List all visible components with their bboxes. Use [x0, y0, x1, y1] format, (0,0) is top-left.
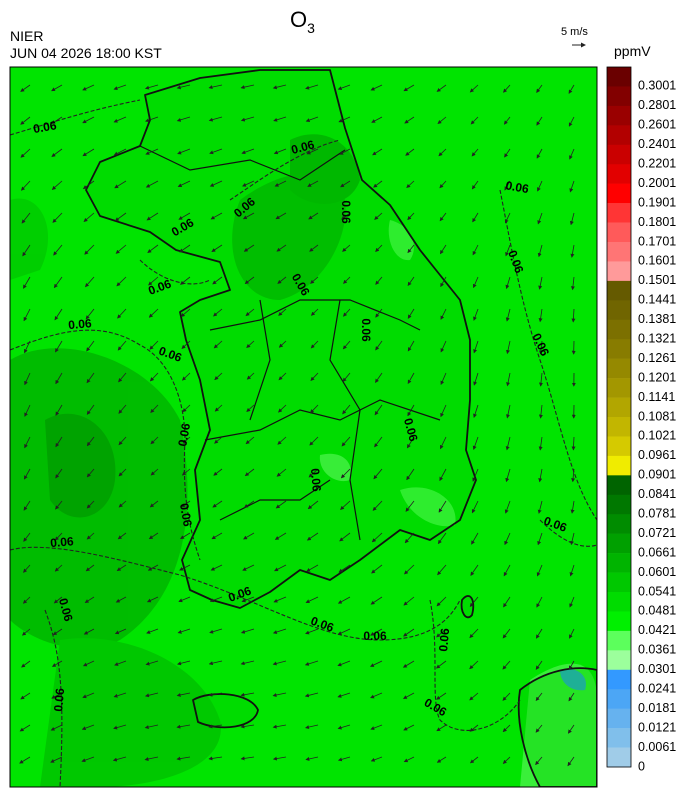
legend-label: 0.1601	[638, 254, 676, 268]
legend-swatch	[607, 106, 631, 126]
legend-label: 0.1501	[638, 273, 676, 287]
legend-label: 0.2201	[638, 157, 676, 171]
title-main: O	[290, 7, 307, 32]
map: 0.060.060.060.060.060.060.060.060.060.06…	[10, 67, 597, 787]
contour-label: 0.06	[308, 468, 324, 493]
datetime: JUN 04 2026 18:00 KST	[10, 45, 162, 61]
legend-label: 0	[638, 759, 645, 773]
legend-label: 0.0181	[638, 701, 676, 715]
legend-swatch	[607, 281, 631, 301]
legend-swatch	[607, 300, 631, 320]
wind-scale-label: 5 m/s	[561, 26, 588, 38]
legend-swatch	[607, 475, 631, 495]
legend-label: 0.3001	[638, 79, 676, 93]
legend-label: 0.0361	[638, 643, 676, 657]
legend-swatch	[607, 592, 631, 612]
legend-swatch	[607, 728, 631, 748]
legend-label: 0.0961	[638, 448, 676, 462]
legend-swatch	[607, 553, 631, 573]
title-subscript: 3	[307, 20, 315, 36]
contour-label: 0.06	[359, 318, 373, 342]
legend-swatch	[607, 261, 631, 281]
legend-swatch	[607, 748, 631, 768]
legend-swatch	[607, 164, 631, 184]
legend-label: 0.1441	[638, 293, 676, 307]
legend-label: 0.1701	[638, 234, 676, 248]
legend-swatch	[607, 125, 631, 145]
legend-swatch	[607, 670, 631, 690]
legend-label: 0.1801	[638, 215, 676, 229]
legend-label: 0.0241	[638, 682, 676, 696]
legend-label: 0.1081	[638, 409, 676, 423]
contour-label: 0.06	[436, 627, 452, 652]
legend-swatch	[607, 339, 631, 359]
legend-label: 0.2801	[638, 98, 676, 112]
legend-label: 0.0061	[638, 740, 676, 754]
legend-label: 0.1021	[638, 429, 676, 443]
legend-label: 0.0841	[638, 487, 676, 501]
legend-label: 0.2401	[638, 137, 676, 151]
legend-swatch	[607, 709, 631, 729]
legend-swatch	[607, 650, 631, 670]
legend-label: 0.2001	[638, 176, 676, 190]
legend-swatch	[607, 242, 631, 262]
contour-label: 0.06	[363, 629, 387, 643]
legend-swatch	[607, 514, 631, 534]
legend-swatch	[607, 86, 631, 106]
legend-swatch	[607, 223, 631, 243]
legend-swatch	[607, 398, 631, 418]
legend-unit: ppmV	[614, 43, 651, 59]
legend-label: 0.0301	[638, 662, 676, 676]
legend-swatch	[607, 611, 631, 631]
legend-label: 0.1901	[638, 195, 676, 209]
legend-swatch	[607, 456, 631, 476]
legend-label: 0.1381	[638, 312, 676, 326]
legend-label: 0.1201	[638, 370, 676, 384]
contour-label: 0.06	[339, 200, 353, 224]
legend-label: 0.0481	[638, 604, 676, 618]
legend-swatch	[607, 573, 631, 593]
legend-swatch	[607, 203, 631, 223]
legend-label: 0.0901	[638, 468, 676, 482]
legend-swatch	[607, 184, 631, 204]
legend-label: 0.0121	[638, 720, 676, 734]
legend-label: 0.0421	[638, 623, 676, 637]
legend-swatch	[607, 436, 631, 456]
legend-label: 0.0601	[638, 565, 676, 579]
title: O3	[290, 7, 315, 36]
legend-swatch	[607, 145, 631, 165]
legend-label: 0.1321	[638, 332, 676, 346]
legend-label: 0.0661	[638, 545, 676, 559]
agency: NIER	[10, 28, 43, 44]
contour-label: 0.06	[51, 687, 67, 712]
legend-swatch	[607, 495, 631, 515]
legend-swatch	[607, 378, 631, 398]
legend-label: 0.1261	[638, 351, 676, 365]
legend-swatch	[607, 320, 631, 340]
legend-swatch	[607, 689, 631, 709]
legend-label: 0.2601	[638, 118, 676, 132]
legend-swatch	[607, 534, 631, 554]
legend-swatch	[607, 67, 631, 87]
legend-label: 0.0541	[638, 584, 676, 598]
legend-label: 0.0781	[638, 507, 676, 521]
legend-label: 0.1141	[638, 390, 675, 404]
legend-swatch	[607, 631, 631, 651]
contour-label: 0.06	[50, 534, 75, 550]
contour-label: 0.06	[68, 316, 93, 332]
legend: 0.3001 0.2801 0.2601 0.2401 0.2201 0.2001 0.19…	[607, 67, 676, 773]
legend-swatch	[607, 359, 631, 379]
legend-label: 0.0721	[638, 526, 676, 540]
legend-swatch	[607, 417, 631, 437]
